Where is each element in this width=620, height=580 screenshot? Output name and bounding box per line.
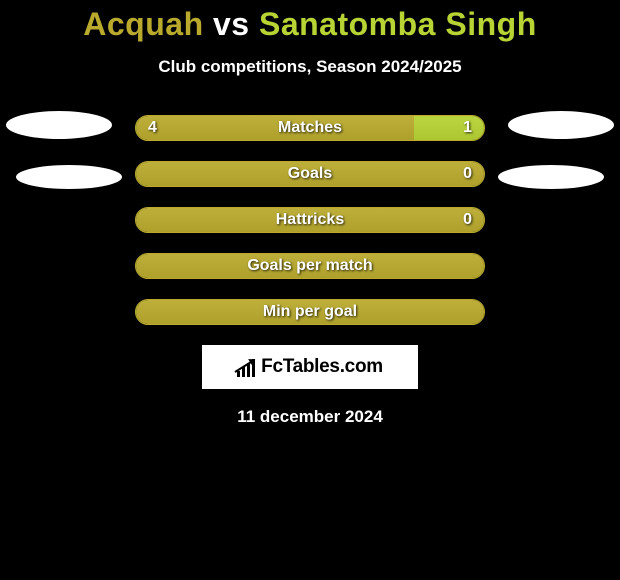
- bar-row: Goals0: [135, 161, 485, 187]
- bar-row: Min per goal: [135, 299, 485, 325]
- title-player-left: Acquah: [83, 6, 203, 42]
- bar-value-right: 0: [463, 162, 472, 186]
- page-title: Acquah vs Sanatomba Singh: [0, 0, 620, 43]
- subtitle: Club competitions, Season 2024/2025: [0, 57, 620, 77]
- bar-chart-icon: [237, 357, 255, 377]
- bar-label: Matches: [136, 116, 484, 140]
- bar-row: Goals per match: [135, 253, 485, 279]
- bar-label: Goals per match: [136, 254, 484, 278]
- bar-label: Hattricks: [136, 208, 484, 232]
- player-left-avatar-shadow: [16, 165, 122, 189]
- bar-value-left: 4: [148, 116, 157, 140]
- bar-list: Matches41Goals0Hattricks0Goals per match…: [135, 115, 485, 325]
- brand-text: FcTables.com: [261, 356, 383, 378]
- player-left-avatar: [6, 111, 112, 139]
- comparison-chart: Matches41Goals0Hattricks0Goals per match…: [0, 115, 620, 325]
- title-vs: vs: [204, 6, 259, 42]
- bar-label: Min per goal: [136, 300, 484, 324]
- bar-value-right: 1: [463, 116, 472, 140]
- title-player-right: Sanatomba Singh: [259, 6, 537, 42]
- bar-label: Goals: [136, 162, 484, 186]
- brand-badge: FcTables.com: [202, 345, 418, 389]
- date-label: 11 december 2024: [0, 407, 620, 427]
- bar-row: Hattricks0: [135, 207, 485, 233]
- bar-value-right: 0: [463, 208, 472, 232]
- bar-row: Matches4 1: [135, 115, 485, 141]
- player-right-avatar: [508, 111, 614, 139]
- player-right-avatar-shadow: [498, 165, 604, 189]
